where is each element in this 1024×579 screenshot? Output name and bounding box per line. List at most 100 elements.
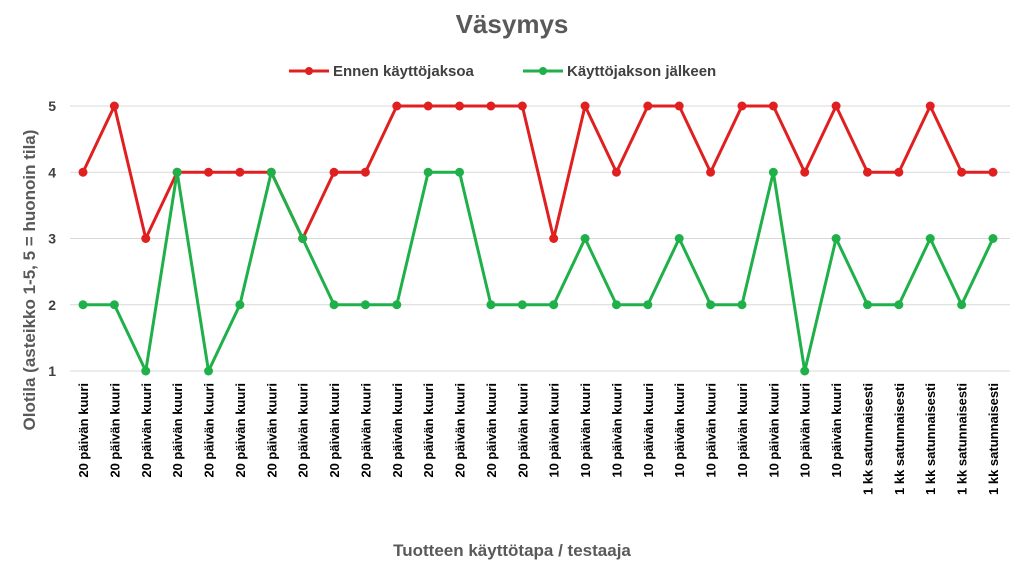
series-line	[83, 170, 995, 373]
data-point	[831, 234, 841, 243]
data-point	[611, 167, 621, 177]
chart-title: Väsymys	[456, 9, 569, 39]
x-tick-label: 20 päivän kuuri	[484, 383, 499, 478]
data-point	[957, 300, 967, 310]
data-point	[517, 101, 527, 111]
x-tick-label: 1 kk satunnaisesti	[892, 383, 907, 495]
x-tick-label: 20 päivän kuuri	[327, 383, 342, 478]
data-point	[172, 167, 182, 177]
data-point	[455, 167, 465, 177]
data-point	[988, 167, 998, 177]
x-tick-label: 1 kk satunnaisesti	[986, 383, 1001, 495]
x-tick-label: 20 päivän kuuri	[139, 383, 154, 478]
data-point	[392, 101, 402, 111]
data-point	[768, 101, 778, 111]
y-tick-label: 3	[48, 231, 56, 247]
data-point	[831, 101, 841, 111]
x-tick-label: 1 kk satunnaisesti	[923, 383, 938, 495]
data-point	[862, 300, 872, 310]
x-tick-label: 20 päivän kuuri	[170, 383, 185, 478]
data-point	[894, 167, 904, 177]
x-tick-label: 20 päivän kuuri	[358, 383, 373, 478]
data-point	[392, 300, 402, 310]
data-point	[455, 101, 465, 111]
data-point	[486, 101, 496, 111]
y-tick-label: 5	[48, 98, 56, 114]
y-axis-ticks: 1 2 3 4 5	[48, 98, 56, 379]
x-tick-label: 20 päivän kuuri	[76, 383, 91, 478]
data-point	[580, 234, 590, 243]
x-tick-label: 1 kk satunnaisesti	[860, 383, 875, 495]
data-point	[768, 167, 778, 177]
series-group	[78, 101, 998, 376]
legend-marker-before	[305, 67, 313, 75]
legend: Ennen käyttöjaksoa Käyttöjakson jälkeen	[289, 63, 716, 80]
data-point	[423, 101, 433, 111]
x-tick-label: 20 päivän kuuri	[107, 383, 122, 478]
x-tick-label: 20 päivän kuuri	[202, 383, 217, 478]
legend-item-after: Käyttöjakson jälkeen	[523, 63, 716, 80]
legend-label-after: Käyttöjakson jälkeen	[567, 63, 716, 80]
data-point	[360, 300, 370, 310]
data-point	[78, 167, 88, 177]
x-tick-label: 10 päivän kuuri	[798, 383, 813, 478]
data-point	[737, 300, 747, 310]
data-point	[674, 101, 684, 111]
data-point	[580, 101, 590, 111]
data-point	[141, 366, 151, 376]
data-point	[611, 300, 621, 310]
data-point	[862, 167, 872, 177]
data-point	[800, 366, 810, 376]
x-axis-ticks: 20 päivän kuuri 20 päivän kuuri 20 päivän …	[76, 383, 1001, 495]
y-tick-label: 1	[48, 363, 56, 379]
data-point	[329, 167, 339, 177]
x-tick-label: 20 päivän kuuri	[233, 383, 248, 478]
data-point	[235, 167, 245, 177]
data-point	[988, 234, 998, 243]
series-2	[78, 167, 998, 376]
x-tick-label: 10 päivän kuuri	[829, 383, 844, 478]
data-point	[674, 234, 684, 243]
y-tick-label: 2	[48, 297, 56, 313]
data-point	[204, 167, 214, 177]
y-axis-title: Olotila (asteikko 1-5, 5 = huonoin tila)	[20, 130, 39, 431]
data-point	[517, 300, 527, 310]
x-axis-title: Tuotteen käyttötapa / testaaja	[393, 541, 631, 560]
x-tick-label: 20 päivän kuuri	[390, 383, 405, 478]
data-point	[925, 101, 935, 111]
legend-label-before: Ennen käyttöjaksoa	[333, 63, 475, 80]
data-point	[737, 101, 747, 111]
data-point	[957, 167, 967, 177]
data-point	[643, 101, 653, 111]
x-tick-label: 10 päivän kuuri	[672, 383, 687, 478]
data-point	[109, 300, 119, 310]
data-point	[109, 101, 119, 111]
data-point	[643, 300, 653, 310]
data-point	[266, 167, 276, 177]
x-tick-label: 10 päivän kuuri	[704, 383, 719, 478]
data-point	[549, 300, 559, 310]
x-tick-label: 1 kk satunnaisesti	[955, 383, 970, 495]
x-tick-label: 10 päivän kuuri	[609, 383, 624, 478]
data-point	[204, 366, 214, 376]
data-point	[329, 300, 339, 310]
series-line	[81, 104, 993, 240]
data-point	[298, 234, 308, 243]
data-point	[706, 300, 716, 310]
x-tick-label: 20 päivän kuuri	[296, 383, 311, 478]
x-tick-label: 10 päivän kuuri	[641, 383, 656, 478]
data-point	[549, 234, 559, 243]
x-tick-label: 20 päivän kuuri	[421, 383, 436, 478]
data-point	[706, 167, 716, 177]
x-tick-label: 20 päivän kuuri	[515, 383, 530, 478]
data-point	[141, 234, 151, 243]
data-point	[360, 167, 370, 177]
x-tick-label: 20 päivän kuuri	[453, 383, 468, 478]
y-tick-label: 4	[48, 164, 56, 180]
x-tick-label: 10 päivän kuuri	[547, 383, 562, 478]
data-point	[235, 300, 245, 310]
x-tick-label: 10 päivän kuuri	[735, 383, 750, 478]
x-tick-label: 20 päivän kuuri	[264, 383, 279, 478]
data-point	[423, 167, 433, 177]
